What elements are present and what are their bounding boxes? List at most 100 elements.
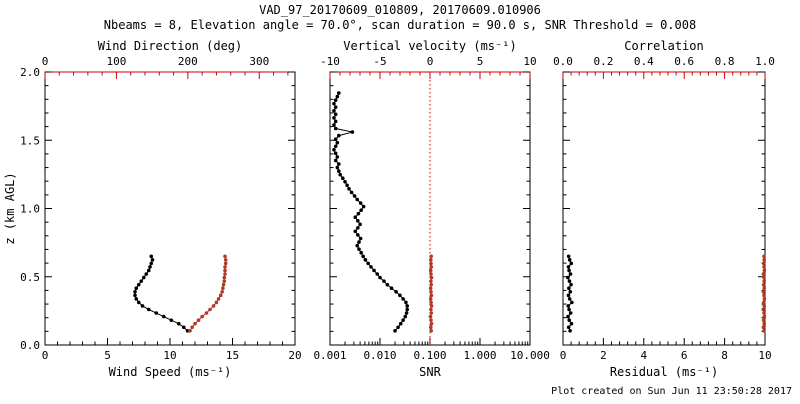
snr-point bbox=[393, 329, 397, 333]
wind-direction-point bbox=[188, 329, 192, 333]
snr-point bbox=[356, 211, 361, 216]
snr-point bbox=[363, 258, 368, 262]
correlation-point bbox=[761, 272, 766, 276]
snr-point bbox=[357, 240, 361, 244]
snr-panel: 0.001 0.010 0.100 1.000 10.000 -10 -5 0 5 10 SNR Ve… bbox=[313, 39, 549, 379]
y-axis-title: z (km AGL) bbox=[3, 172, 17, 244]
x-tick-label: 10.000 bbox=[510, 349, 550, 362]
snr-point bbox=[396, 325, 400, 330]
snr-point bbox=[349, 190, 354, 195]
snr-point bbox=[366, 261, 370, 266]
correlation-point bbox=[761, 307, 765, 312]
wind-speed-point bbox=[133, 289, 137, 294]
vertical-velocity-point bbox=[429, 254, 434, 259]
wind-direction-point bbox=[211, 304, 216, 308]
wind-direction-line bbox=[189, 256, 227, 332]
wind-speed-point bbox=[161, 314, 166, 319]
residual-point bbox=[566, 314, 570, 319]
snr-point bbox=[405, 307, 410, 312]
snr-point bbox=[337, 91, 341, 95]
residual-point bbox=[566, 293, 571, 298]
snr-point bbox=[332, 116, 336, 120]
correlation-point bbox=[762, 321, 766, 326]
residual-point bbox=[567, 318, 572, 322]
wind-direction-point bbox=[223, 268, 227, 273]
x-tick-label: 5 bbox=[104, 349, 111, 362]
correlation-point bbox=[762, 268, 767, 273]
wind-direction-point bbox=[221, 282, 226, 287]
wind-speed-point bbox=[134, 297, 139, 301]
snr-point bbox=[389, 286, 394, 291]
snr-point bbox=[333, 98, 338, 102]
top-tick-label: 10 bbox=[523, 55, 536, 68]
vertical-velocity-point bbox=[428, 297, 433, 301]
wind-direction-point bbox=[193, 321, 197, 326]
correlation-point bbox=[761, 261, 766, 266]
residual-point bbox=[570, 300, 574, 305]
snr-point bbox=[332, 148, 336, 152]
top-tick-label: 300 bbox=[249, 55, 269, 68]
correlation-point bbox=[762, 258, 766, 262]
top-tick-label: 1.0 bbox=[755, 55, 775, 68]
wind-direction-point bbox=[223, 265, 227, 269]
residual-point bbox=[566, 275, 570, 280]
snr-point bbox=[335, 165, 340, 170]
snr-point bbox=[350, 130, 355, 134]
residual-point bbox=[569, 261, 574, 266]
snr-point bbox=[356, 218, 360, 223]
plot-created-timestamp: Plot created on Sun Jun 11 23:50:28 2017 bbox=[551, 386, 792, 397]
wind-direction-point bbox=[223, 261, 228, 266]
snr-point bbox=[369, 265, 373, 269]
snr-point bbox=[335, 155, 340, 159]
y-tick-label: 2.0 bbox=[20, 66, 40, 79]
residual-panel: 0 2 4 6 8 10 0.0 0.2 0.4 0.6 0.8 1.0 Residual (ms⁻¹)… bbox=[553, 39, 775, 379]
vertical-velocity-point bbox=[429, 321, 434, 326]
x-tick-label: 4 bbox=[640, 349, 647, 362]
top-tick-label: 200 bbox=[178, 55, 198, 68]
wind-speed-point bbox=[134, 286, 139, 291]
correlation-point bbox=[762, 311, 766, 315]
residual-point bbox=[568, 289, 573, 294]
snr-point bbox=[333, 151, 338, 156]
top-tick-label: 0 bbox=[42, 55, 49, 68]
snr-point bbox=[398, 293, 402, 298]
snr-point bbox=[333, 144, 338, 149]
top-tick-label: 0 bbox=[427, 55, 434, 68]
snr-point bbox=[404, 300, 408, 305]
top-tick-label: 0.2 bbox=[593, 55, 613, 68]
correlation-point bbox=[762, 286, 766, 291]
top-tick-label: -5 bbox=[373, 55, 386, 68]
top-axis-title: Correlation bbox=[624, 39, 703, 53]
vertical-velocity-point bbox=[428, 314, 433, 319]
snr-point bbox=[394, 289, 398, 294]
snr-point bbox=[333, 158, 338, 163]
correlation-point bbox=[762, 297, 767, 301]
snr-point bbox=[404, 311, 409, 315]
snr-point bbox=[352, 194, 357, 198]
correlation-point bbox=[761, 318, 766, 322]
snr-point bbox=[403, 314, 408, 319]
x-tick-label: 6 bbox=[681, 349, 688, 362]
x-tick-label: 20 bbox=[288, 349, 301, 362]
vertical-velocity-point bbox=[429, 275, 434, 280]
correlation-point bbox=[762, 275, 766, 280]
wind-direction-point bbox=[222, 279, 227, 283]
vertical-velocity-point bbox=[429, 272, 433, 276]
wind-speed-point bbox=[169, 318, 174, 322]
wind-direction-point bbox=[200, 314, 204, 319]
plot-frame bbox=[44, 71, 296, 346]
wind-speed-point bbox=[140, 304, 145, 308]
wind-speed-point bbox=[139, 279, 144, 283]
snr-point bbox=[332, 123, 336, 127]
correlation-point bbox=[762, 329, 766, 333]
wind-direction-point bbox=[222, 275, 227, 280]
wind-direction-point bbox=[208, 307, 212, 312]
wind-direction-point bbox=[190, 325, 194, 330]
correlation-point bbox=[761, 282, 766, 287]
y-tick-label: 0.5 bbox=[20, 271, 40, 284]
correlation-point bbox=[761, 300, 766, 305]
correlation-point bbox=[761, 325, 766, 330]
residual-point bbox=[567, 279, 572, 283]
